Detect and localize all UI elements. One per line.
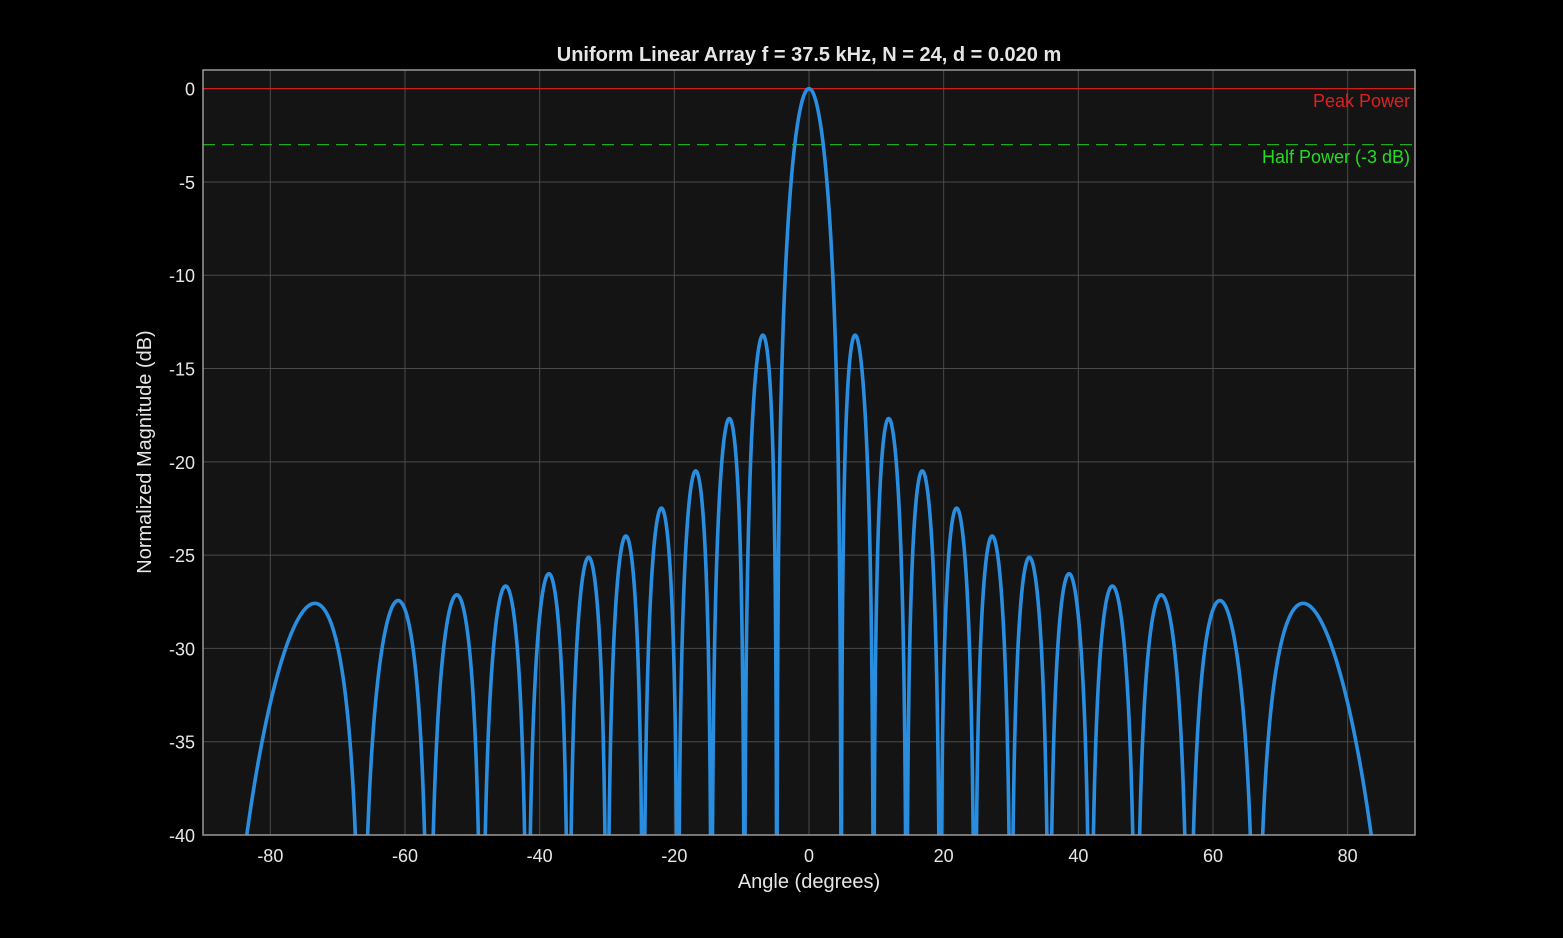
peak-power-label: Peak Power <box>1313 91 1410 111</box>
half-power-label: Half Power (-3 dB) <box>1262 147 1410 167</box>
x-tick-labels: -80 -60 -40 -20 0 20 40 60 80 <box>257 846 1357 866</box>
y-tick-label: -20 <box>169 453 195 473</box>
y-tick-label: -10 <box>169 266 195 286</box>
y-tick-labels: 0 -5 -10 -15 -20 -25 -30 -35 -40 <box>169 80 195 846</box>
x-tick-label: -40 <box>527 846 553 866</box>
y-tick-label: -15 <box>169 360 195 380</box>
y-tick-label: -35 <box>169 733 195 753</box>
chart-title: Uniform Linear Array f = 37.5 kHz, N = 2… <box>557 44 1061 66</box>
y-tick-label: 0 <box>185 80 195 100</box>
x-tick-label: -20 <box>661 846 687 866</box>
x-tick-label: -60 <box>392 846 418 866</box>
y-tick-label: -40 <box>169 826 195 846</box>
y-tick-label: -5 <box>179 173 195 193</box>
x-gridlines <box>269 70 1349 835</box>
y-tick-label: -30 <box>169 639 195 659</box>
array-response-line <box>244 86 1374 835</box>
x-tick-label: 0 <box>804 846 814 866</box>
x-tick-label: 40 <box>1068 846 1088 866</box>
plot-frame <box>202 69 1416 836</box>
x-tick-label: 60 <box>1203 846 1223 866</box>
x-tick-label: -80 <box>257 846 283 866</box>
y-axis-label: Normalized Magnitude (dB) <box>134 330 156 573</box>
x-axis-label: Angle (degrees) <box>738 871 880 893</box>
x-tick-label: 80 <box>1338 846 1358 866</box>
x-tick-label: 20 <box>934 846 954 866</box>
y-tick-label: -25 <box>169 546 195 566</box>
